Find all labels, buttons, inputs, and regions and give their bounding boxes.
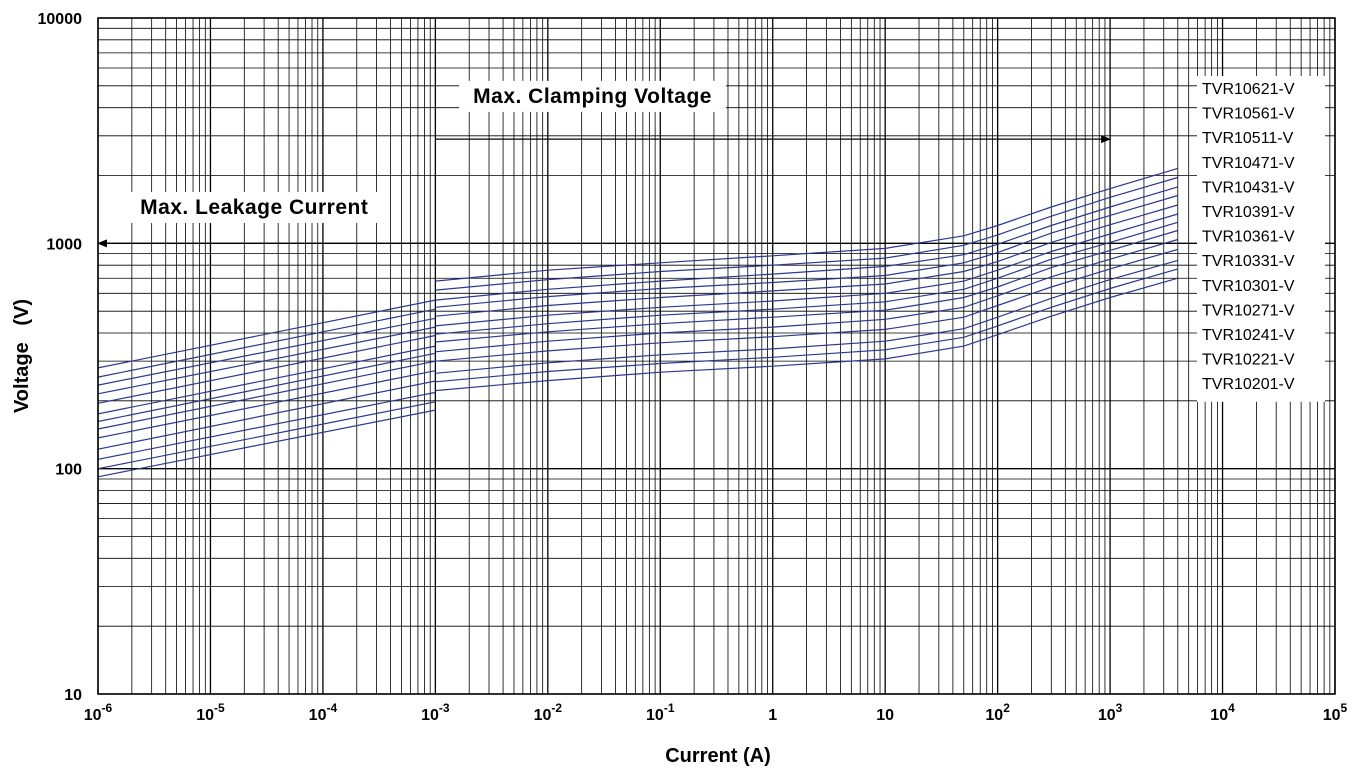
x-tick-label: 104 bbox=[1210, 701, 1235, 724]
y-tick-label: 100 bbox=[55, 462, 82, 479]
x-tick-label: 102 bbox=[985, 701, 1010, 724]
minor-gridlines bbox=[98, 18, 1335, 694]
series-tvr10201-v bbox=[97, 277, 1178, 478]
series-tvr10221-v bbox=[97, 268, 1178, 470]
x-tick-label: 10 bbox=[876, 707, 894, 724]
series-tvr10561-v bbox=[97, 176, 1178, 378]
series-line-clamping bbox=[435, 238, 1178, 353]
series-tvr10271-v bbox=[97, 248, 1178, 450]
y-tick-label: 10 bbox=[64, 687, 82, 704]
series-line-clamping bbox=[435, 248, 1178, 362]
x-tick-label: 1 bbox=[768, 707, 777, 724]
series-line-clamping bbox=[435, 204, 1178, 317]
series-line-leakage bbox=[97, 308, 436, 378]
series-line-clamping bbox=[435, 213, 1178, 327]
series-tvr10391-v bbox=[97, 213, 1178, 415]
y-tick-label: 1000 bbox=[46, 236, 82, 253]
series-line-leakage bbox=[97, 370, 436, 439]
legend-entry: TVR10271-V bbox=[1202, 302, 1295, 319]
series-line-leakage bbox=[97, 360, 436, 430]
series-line-leakage bbox=[97, 409, 436, 478]
legend-entry: TVR10511-V bbox=[1202, 130, 1294, 147]
series-line-leakage bbox=[97, 299, 436, 369]
y-tick-label: 10000 bbox=[38, 11, 83, 28]
legend-entry: TVR10391-V bbox=[1202, 204, 1295, 221]
series-line-clamping bbox=[435, 268, 1178, 383]
major-gridlines bbox=[97, 17, 1336, 695]
series-line-leakage bbox=[97, 380, 436, 450]
series-line-leakage bbox=[97, 352, 436, 423]
x-axis-label: Current (A) bbox=[665, 745, 771, 767]
series-lines bbox=[97, 167, 1178, 478]
annotations: Max. Clamping Voltage Max. Leakage Curren… bbox=[97, 80, 1112, 248]
series-tvr10621-v bbox=[97, 167, 1178, 369]
series-tvr10511-v bbox=[97, 186, 1178, 386]
x-tick-label: 10-5 bbox=[196, 701, 225, 724]
series-tvr10471-v bbox=[97, 194, 1178, 395]
x-tick-label: 10-2 bbox=[534, 701, 563, 724]
series-line-clamping bbox=[435, 221, 1178, 335]
legend-box bbox=[1197, 76, 1325, 402]
leakage-current-annotation: Max. Leakage Current bbox=[140, 196, 368, 219]
series-line-clamping bbox=[435, 194, 1178, 308]
y-axis-label: Voltage (V) bbox=[11, 299, 33, 413]
clamping-voltage-annotation: Max. Clamping Voltage bbox=[473, 85, 712, 108]
annotation-background bbox=[459, 80, 726, 112]
x-tick-label: 10-1 bbox=[646, 701, 675, 724]
series-line-leakage bbox=[97, 345, 436, 415]
series-line-leakage bbox=[97, 334, 436, 404]
legend-entry: TVR10561-V bbox=[1202, 106, 1295, 123]
legend-entry: TVR10301-V bbox=[1202, 278, 1295, 295]
series-line-clamping bbox=[435, 167, 1178, 282]
series-tvr10241-v bbox=[97, 259, 1178, 460]
annotation-background bbox=[126, 191, 383, 223]
series-line-leakage bbox=[97, 326, 436, 395]
series-tvr10361-v bbox=[97, 221, 1178, 423]
plot-border bbox=[97, 17, 1336, 695]
x-tick-label: 10-6 bbox=[84, 701, 113, 724]
series-tvr10331-v bbox=[97, 229, 1178, 430]
legend-entry: TVR10431-V bbox=[1202, 179, 1295, 196]
x-tick-label: 10-3 bbox=[421, 701, 450, 724]
series-tvr10431-v bbox=[97, 204, 1178, 404]
series-line-clamping bbox=[435, 277, 1178, 392]
x-tick-label: 105 bbox=[1323, 701, 1348, 724]
series-line-clamping bbox=[435, 229, 1178, 343]
legend-entry: TVR10361-V bbox=[1202, 229, 1295, 246]
series-tvr10301-v bbox=[97, 238, 1178, 439]
series-line-clamping bbox=[435, 259, 1178, 374]
series-line-leakage bbox=[97, 391, 436, 460]
series-line-clamping bbox=[435, 176, 1178, 291]
x-tick-label: 10-4 bbox=[309, 701, 338, 724]
legend-entry: TVR10331-V bbox=[1202, 253, 1295, 270]
legend-entry: TVR10221-V bbox=[1202, 352, 1295, 369]
legend-entry: TVR10621-V bbox=[1202, 81, 1295, 98]
tick-labels: 10-6 10-5 10-4 10-3 10-2 10-1 1 10 102 103 104 105 1… bbox=[38, 11, 1348, 724]
legend: TVR10621-V TVR10561-V TVR10511-V TVR10471-V… bbox=[1197, 76, 1325, 402]
series-line-clamping bbox=[435, 186, 1178, 301]
x-tick-label: 103 bbox=[1098, 701, 1123, 724]
series-line-leakage bbox=[97, 401, 436, 470]
legend-entry: TVR10241-V bbox=[1202, 327, 1295, 344]
legend-entry: TVR10471-V bbox=[1202, 155, 1295, 172]
legend-entry: TVR10201-V bbox=[1202, 376, 1295, 393]
series-line-leakage bbox=[97, 317, 436, 386]
